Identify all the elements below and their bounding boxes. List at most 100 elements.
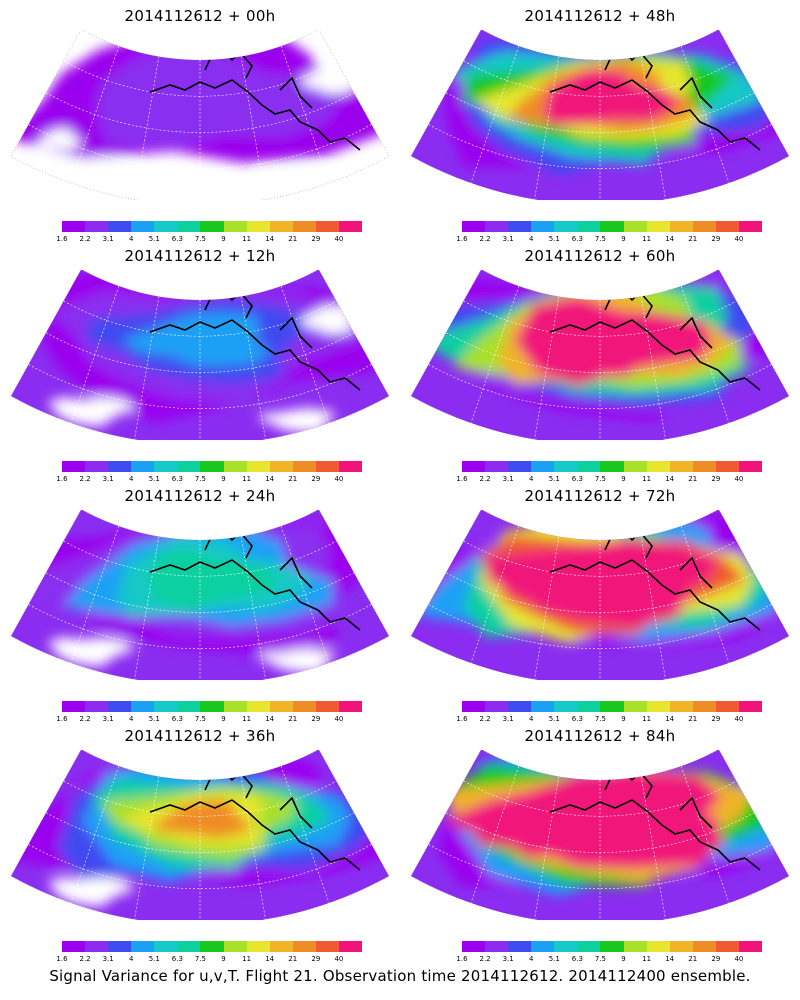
map-outline	[10, 750, 390, 920]
map-panel: 2014112612 + 36h 1.6 2.2 3.1 4 5.1 6.3 7.5 9 11 14…	[0, 720, 400, 965]
colorbar-ticks: 1.6 2.2 3.1 4 5.1 6.3 7.5 9 11 14 21 29 40	[456, 475, 762, 485]
colorbar-swatch	[292, 701, 316, 712]
colorbar-tick-label: 40	[334, 715, 344, 723]
colorbar-swatch	[692, 941, 716, 952]
colorbar-swatch	[531, 461, 555, 472]
colorbar-swatch	[554, 701, 578, 712]
colorbar-swatch	[508, 941, 532, 952]
colorbar-swatch	[200, 221, 224, 232]
colorbar-tick-label: 7.5	[194, 715, 207, 723]
colorbar-tick-label: 6.3	[571, 715, 583, 723]
colorbar-tick-label: 6.3	[171, 715, 183, 723]
colorbar-tick-label: 9	[621, 475, 626, 483]
colorbar-swatch	[108, 221, 132, 232]
colorbar-swatch	[223, 701, 247, 712]
colorbar-swatch	[646, 701, 670, 712]
meridian-line	[240, 296, 266, 440]
colorbar-swatch	[554, 941, 578, 952]
colorbar-tick-label: 9	[221, 955, 226, 963]
meridian-line	[534, 536, 560, 680]
colorbar-swatch	[623, 701, 647, 712]
colorbar-tick-label: 6.3	[171, 475, 183, 483]
colorbar-swatch	[200, 701, 224, 712]
meridian-line	[534, 296, 560, 440]
no-data-region	[46, 637, 135, 667]
colorbar-swatch	[108, 461, 132, 472]
parallel-line	[445, 92, 755, 133]
parallel-line	[28, 844, 372, 889]
colorbar-tick-label: 11	[642, 235, 652, 243]
colorbar	[462, 701, 763, 712]
meridian-line	[534, 56, 560, 200]
colorbar-swatch	[292, 461, 316, 472]
colorbar-tick-label: 14	[265, 955, 275, 963]
colorbar-swatch	[485, 941, 509, 952]
colorbar-tick-label: 2.2	[479, 475, 491, 483]
map-outline	[410, 510, 790, 680]
colorbar-swatch	[154, 461, 178, 472]
colorbar-swatch	[85, 941, 109, 952]
map-panel: 2014112612 + 00h 1.6 2.2 3.1 4 5.1 6.3 7.5 9 11 14…	[0, 0, 400, 245]
map-panel: 2014112612 + 72h 1.6 2.2 3.1 4 5.1 6.3 7.5 9 11 14…	[400, 480, 800, 725]
colorbar-tick-label: 3.1	[502, 475, 514, 483]
map-panel: 2014112612 + 48h 1.6 2.2 3.1 4 5.1 6.3 7.5 9 11 14…	[400, 0, 800, 245]
parallel-line	[45, 812, 355, 853]
colorbar-tick-label: 7.5	[194, 475, 207, 483]
colorbar-swatch	[623, 461, 647, 472]
colorbar-tick-label: 29	[311, 235, 321, 243]
colorbar-tick-label: 3.1	[102, 475, 114, 483]
colorbar-swatch	[315, 941, 339, 952]
colorbar-swatch	[223, 221, 247, 232]
parallel-line	[428, 364, 772, 409]
colorbar-swatch	[62, 461, 86, 472]
meridian-line	[534, 776, 560, 920]
colorbar-swatch	[338, 461, 363, 472]
colorbar-swatch	[738, 461, 763, 472]
colorbar-swatch	[508, 221, 532, 232]
colorbar-tick-label: 40	[334, 475, 344, 483]
colorbar-tick-label: 1.6	[56, 955, 68, 963]
colorbar-swatch	[131, 221, 155, 232]
colorbar	[462, 941, 763, 952]
meridian-line	[280, 46, 330, 184]
meridian-line	[280, 526, 330, 664]
no-data-region	[259, 168, 337, 194]
map-outline	[10, 510, 390, 680]
colorbar-swatch	[85, 461, 109, 472]
colorbar-tick-label: 6.3	[571, 955, 583, 963]
colorbar-tick-label: 7.5	[194, 955, 207, 963]
colorbar-tick-label: 1.6	[456, 475, 468, 483]
colorbar-swatch	[715, 701, 739, 712]
colorbar-swatch	[669, 221, 693, 232]
panel-title: 2014112612 + 60h	[524, 247, 676, 265]
colorbar-tick-label: 21	[688, 235, 698, 243]
variance-map	[410, 510, 790, 680]
meridian-line	[134, 776, 160, 920]
variance-map	[10, 270, 390, 440]
colorbar-swatch	[131, 701, 155, 712]
colorbar-tick-label: 14	[665, 955, 675, 963]
panel-title: 2014112612 + 48h	[524, 7, 676, 25]
colorbar-tick-label: 40	[734, 235, 744, 243]
colorbar-swatch	[738, 701, 763, 712]
meridian-line	[640, 296, 666, 440]
colorbar-swatch	[154, 221, 178, 232]
colorbar-swatch	[85, 701, 109, 712]
meridian-line	[680, 286, 730, 424]
map-outline	[410, 30, 790, 200]
colorbar-tick-label: 2.2	[479, 715, 491, 723]
meridian-line	[134, 536, 160, 680]
colorbar-swatch	[531, 221, 555, 232]
colorbar-swatch	[269, 701, 293, 712]
colorbar-tick-label: 11	[242, 955, 252, 963]
colorbar-tick-label: 11	[642, 955, 652, 963]
colorbar	[62, 701, 363, 712]
colorbar-swatch	[338, 941, 363, 952]
parallel-line	[428, 124, 772, 169]
colorbar	[62, 461, 363, 472]
parallel-line	[445, 812, 755, 853]
colorbar-swatch	[292, 941, 316, 952]
colorbar-swatch	[292, 221, 316, 232]
parallel-line	[428, 844, 772, 889]
colorbar	[62, 221, 363, 232]
